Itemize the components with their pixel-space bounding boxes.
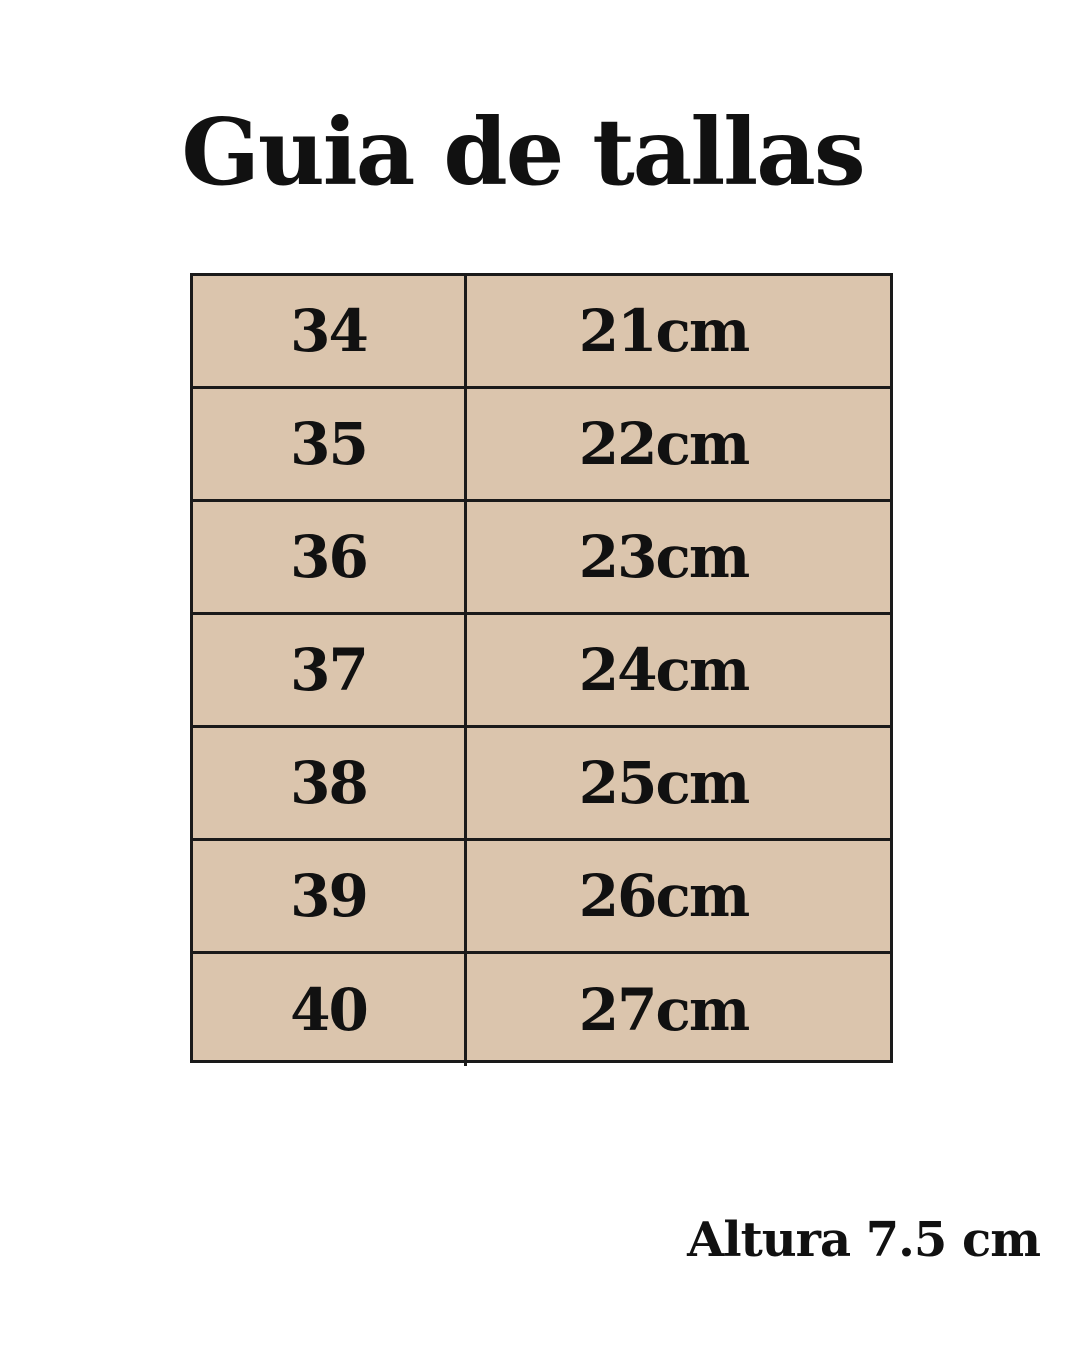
length-cell: 26cm <box>578 862 750 930</box>
length-cell: 24cm <box>578 636 750 704</box>
size-table: 34 21cm 35 22cm 36 23cm 37 24cm 38 25cm 39 26cm 40 27… <box>190 273 893 1066</box>
height-note: Altura 7.5 cm <box>687 1212 1041 1268</box>
size-cell: 34 <box>193 276 467 386</box>
table-row: 35 22cm <box>193 389 890 502</box>
table-row: 39 26cm <box>193 841 890 954</box>
size-cell: 38 <box>193 728 467 838</box>
size-cell: 39 <box>193 841 467 951</box>
table-row: 34 21cm <box>193 276 890 389</box>
table-row: 36 23cm <box>193 502 890 615</box>
page-title: Guia de tallas <box>181 98 865 206</box>
size-cell: 40 <box>193 954 467 1066</box>
length-cell: 21cm <box>578 297 750 365</box>
size-cell: 36 <box>193 502 467 612</box>
length-cell: 27cm <box>578 976 750 1044</box>
table-row: 37 24cm <box>193 615 890 728</box>
table-row: 40 27cm <box>193 954 890 1066</box>
size-cell: 35 <box>193 389 467 499</box>
length-cell: 25cm <box>578 749 750 817</box>
length-cell: 23cm <box>578 523 750 591</box>
size-cell: 37 <box>193 615 467 725</box>
table-row: 38 25cm <box>193 728 890 841</box>
length-cell: 22cm <box>578 410 750 478</box>
